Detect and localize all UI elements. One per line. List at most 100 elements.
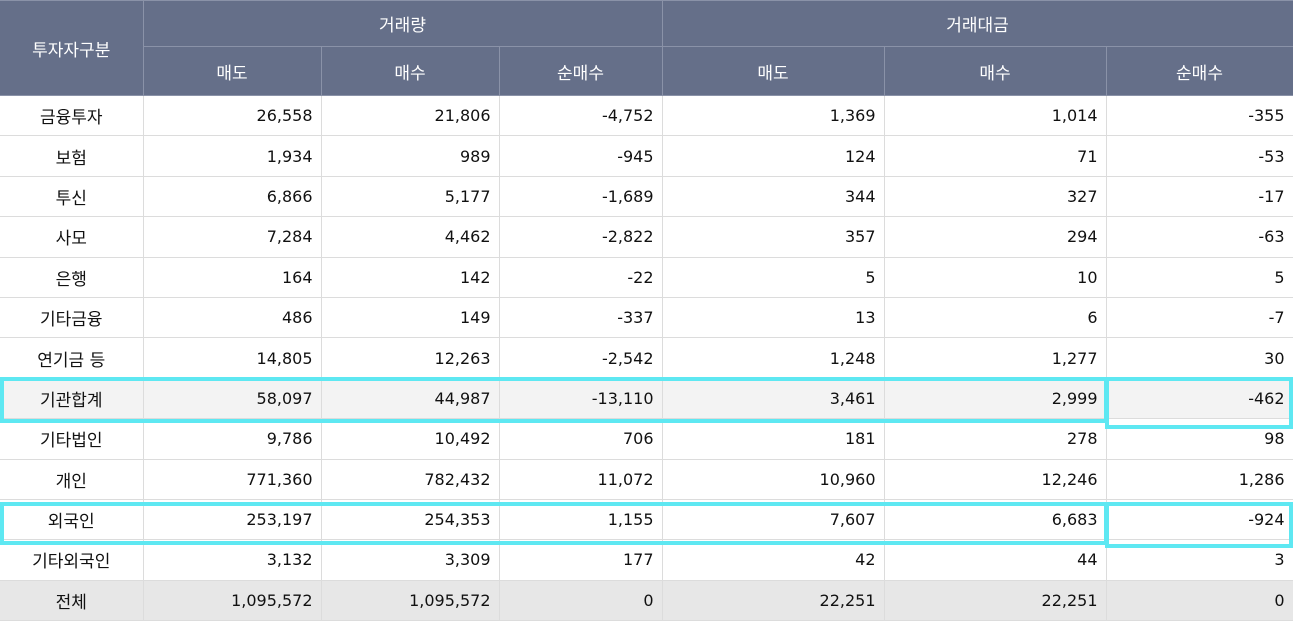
value-net-cell: 98 [1105,418,1293,460]
investor-name: 기타금융 [0,296,144,339]
value-net-cell: -924 [1105,498,1293,541]
value-buy-cell: 10 [883,256,1107,298]
volume-net-cell: 0 [498,579,663,622]
volume-group-header: 거래량 [142,0,663,47]
volume-buy-cell: 44,987 [320,377,500,420]
value-sell-cell: 3,461 [661,377,885,420]
volume-net-cell: 706 [498,418,663,460]
volume-net-cell: -2,822 [498,216,663,258]
volume-sell-cell: 6,866 [142,175,322,218]
volume-buy-cell: 142 [320,256,500,298]
value-net-header: 순매수 [1105,46,1293,96]
volume-buy-header: 매수 [320,46,500,96]
volume-sell-cell: 1,934 [142,135,322,177]
table-row: 기타금융 486 149 -337 13 6 -7 [0,296,1293,339]
value-buy-cell: 294 [883,216,1107,258]
investor-name: 외국인 [0,498,144,541]
value-net-cell: 0 [1105,579,1293,622]
volume-sell-cell: 26,558 [142,94,322,137]
value-buy-cell: 278 [883,418,1107,460]
value-sell-header: 매도 [661,46,885,96]
value-sell-cell: 42 [661,539,885,581]
value-net-cell: 5 [1105,256,1293,298]
table-row: 기타외국인 3,132 3,309 177 42 44 3 [0,539,1293,581]
table-row: 보험 1,934 989 -945 124 71 -53 [0,135,1293,177]
volume-sell-cell: 1,095,572 [142,579,322,622]
investor-name: 개인 [0,458,144,500]
volume-net-cell: -22 [498,256,663,298]
volume-buy-cell: 989 [320,135,500,177]
table-row: 투신 6,866 5,177 -1,689 344 327 -17 [0,175,1293,218]
volume-sell-cell: 771,360 [142,458,322,500]
value-net-cell: 30 [1105,337,1293,379]
table-row: 기관합계 58,097 44,987 -13,110 3,461 2,999 -462 [0,377,1293,420]
volume-sell-cell: 7,284 [142,216,322,258]
investor-name: 보험 [0,135,144,177]
value-sell-cell: 344 [661,175,885,218]
volume-sell-cell: 486 [142,296,322,339]
investor-name: 연기금 등 [0,337,144,379]
table-row: 전체 1,095,572 1,095,572 0 22,251 22,251 0 [0,579,1293,622]
value-sell-cell: 124 [661,135,885,177]
volume-buy-cell: 149 [320,296,500,339]
value-buy-cell: 1,277 [883,337,1107,379]
volume-net-cell: 177 [498,539,663,581]
investor-name: 금융투자 [0,94,144,137]
value-buy-cell: 6 [883,296,1107,339]
volume-sell-cell: 58,097 [142,377,322,420]
value-buy-header: 매수 [883,46,1107,96]
value-sell-cell: 1,248 [661,337,885,379]
volume-buy-cell: 1,095,572 [320,579,500,622]
value-sell-cell: 357 [661,216,885,258]
value-sell-cell: 5 [661,256,885,298]
value-buy-cell: 71 [883,135,1107,177]
volume-buy-cell: 4,462 [320,216,500,258]
investor-type-header: 투자자구분 [0,0,144,96]
table-row: 연기금 등 14,805 12,263 -2,542 1,248 1,277 30 [0,337,1293,379]
volume-net-cell: -2,542 [498,337,663,379]
table-row: 개인 771,360 782,432 11,072 10,960 12,246 1,286 [0,458,1293,500]
volume-sell-header: 매도 [142,46,322,96]
volume-net-cell: -1,689 [498,175,663,218]
volume-net-cell: -945 [498,135,663,177]
value-buy-cell: 2,999 [883,377,1107,420]
value-buy-cell: 327 [883,175,1107,218]
value-sell-cell: 22,251 [661,579,885,622]
value-net-cell: 3 [1105,539,1293,581]
value-net-cell: -7 [1105,296,1293,339]
value-net-cell: -53 [1105,135,1293,177]
volume-net-cell: -337 [498,296,663,339]
investor-name: 기타법인 [0,418,144,460]
value-sell-cell: 13 [661,296,885,339]
investor-name: 사모 [0,216,144,258]
volume-sell-cell: 253,197 [142,498,322,541]
table-row: 금융투자 26,558 21,806 -4,752 1,369 1,014 -355 [0,94,1293,137]
table-row: 외국인 253,197 254,353 1,155 7,607 6,683 -924 [0,498,1293,541]
volume-sell-cell: 164 [142,256,322,298]
volume-buy-cell: 12,263 [320,337,500,379]
value-net-cell: -462 [1105,377,1293,420]
value-buy-cell: 44 [883,539,1107,581]
volume-buy-cell: 5,177 [320,175,500,218]
value-buy-cell: 22,251 [883,579,1107,622]
investor-name: 투신 [0,175,144,218]
investor-name: 은행 [0,256,144,298]
table-row: 사모 7,284 4,462 -2,822 357 294 -63 [0,216,1293,258]
value-sell-cell: 7,607 [661,498,885,541]
value-buy-cell: 1,014 [883,94,1107,137]
volume-sell-cell: 14,805 [142,337,322,379]
investor-name: 기관합계 [0,377,144,420]
volume-buy-cell: 782,432 [320,458,500,500]
table-row: 기타법인 9,786 10,492 706 181 278 98 [0,418,1293,460]
volume-sell-cell: 9,786 [142,418,322,460]
value-group-header: 거래대금 [661,0,1293,47]
investor-name: 기타외국인 [0,539,144,581]
volume-net-cell: 11,072 [498,458,663,500]
value-buy-cell: 12,246 [883,458,1107,500]
table-row: 은행 164 142 -22 5 10 5 [0,256,1293,298]
value-sell-cell: 10,960 [661,458,885,500]
value-net-cell: -63 [1105,216,1293,258]
volume-buy-cell: 10,492 [320,418,500,460]
volume-buy-cell: 21,806 [320,94,500,137]
value-net-cell: 1,286 [1105,458,1293,500]
